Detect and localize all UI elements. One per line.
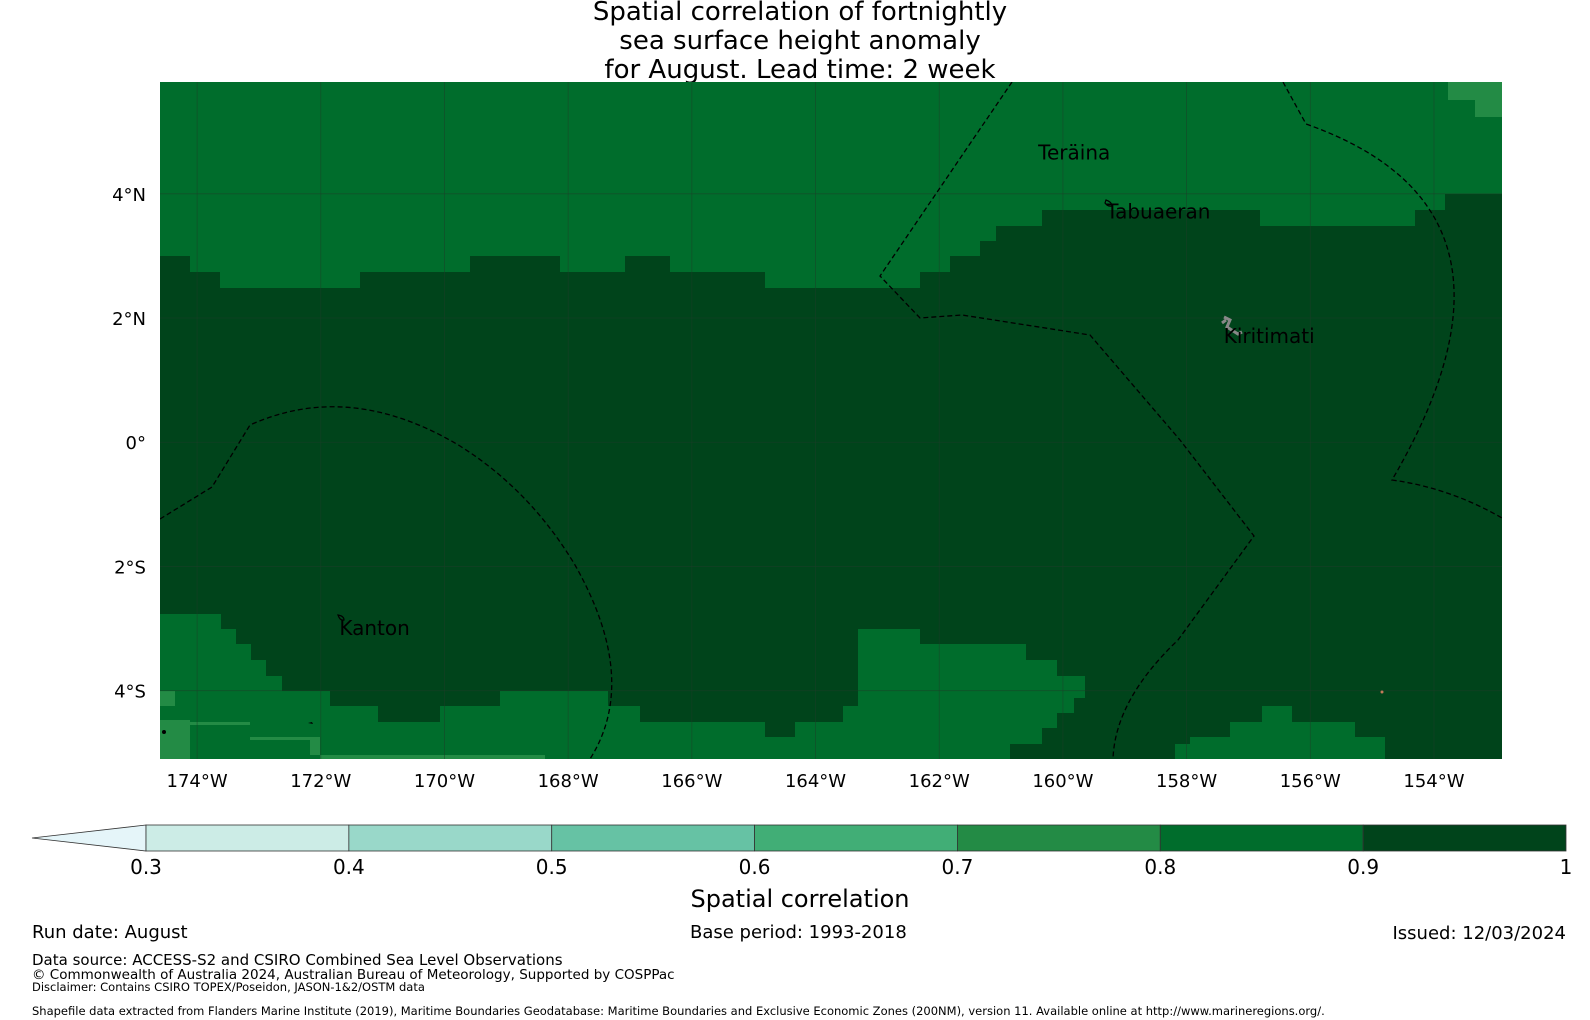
colorbar [31, 824, 1567, 852]
map-plot-area: Teräina Tabuaeran Kiritimati Kanton [160, 82, 1502, 759]
lon-tick-label: 154°W [1403, 771, 1464, 792]
title-line-2: sea surface height anomaly [619, 26, 981, 56]
title-line-1: Spatial correlation of fortnightly [592, 0, 1008, 27]
colorbar-tick-label: 1 [1559, 855, 1573, 879]
place-labels: Teräina Tabuaeran Kiritimati Kanton [339, 141, 1314, 640]
chart-title: Spatial correlation of fortnightly sea s… [480, 0, 1120, 85]
island-tabuaeran-shape [1104, 199, 1113, 207]
island-kanton-shape [337, 614, 345, 621]
eez-boundary-line-3 [160, 406, 613, 759]
colorbar-tick-label: 0.5 [535, 855, 568, 879]
region-corr-0.8-0.9-southeast [1175, 706, 1385, 759]
base-period: Base period: 1993-2018 [690, 922, 907, 943]
colorbar-tick-label: 0.7 [941, 855, 974, 879]
disclaimer: Disclaimer: Contains CSIRO TOPEX/Poseido… [32, 980, 425, 994]
lat-tick-label: 4°S [114, 682, 146, 703]
colorbar-segment [957, 824, 1161, 852]
lon-tick-label: 174°W [167, 771, 228, 792]
colorbar-tick-label: 0.6 [738, 855, 771, 879]
lat-tick-label: 2°N [112, 309, 146, 330]
colorbar-segment [145, 824, 350, 852]
lon-tick-label: 162°W [909, 771, 970, 792]
lat-tick-label: 2°S [114, 557, 146, 578]
island-small-1 [308, 722, 313, 724]
lon-tick-label: 172°W [290, 771, 351, 792]
lon-tick-label: 168°W [538, 771, 599, 792]
place-label: Kiritimati [1224, 324, 1315, 348]
lon-tick-label: 156°W [1280, 771, 1341, 792]
colorbar-segment [1159, 824, 1364, 852]
graticule [160, 82, 1502, 759]
region-corr-0.7-0.8-southwest [160, 691, 545, 759]
colorbar-title: Spatial correlation [690, 885, 910, 913]
colorbar-tick-label: 0.8 [1144, 855, 1177, 879]
place-label: Tabuaeran [1105, 200, 1210, 224]
lon-tick-label: 166°W [661, 771, 722, 792]
region-corr-0.9-1.0 [160, 194, 1502, 759]
colorbar-tick-label: 0.3 [130, 855, 162, 879]
lon-tick-label: 164°W [785, 771, 846, 792]
island-small-3 [162, 730, 166, 734]
region-corr-0.7-0.8-northeast [1448, 82, 1502, 117]
data-source: Data source: ACCESS-S2 and CSIRO Combine… [32, 951, 563, 969]
run-date: Run date: August [32, 922, 188, 943]
region-corr-0.7-0.8-southwest-edge [160, 720, 190, 759]
place-label: Kanton [339, 616, 409, 640]
title-line-3: for August. Lead time: 2 week [604, 55, 996, 85]
island-small-2 [1380, 690, 1384, 694]
copyright: © Commonwealth of Australia 2024, Austra… [32, 967, 675, 983]
lon-tick-label: 158°W [1156, 771, 1217, 792]
place-label: Teräina [1037, 141, 1110, 165]
shapefile-credit: Shapefile data extracted from Flanders M… [32, 1004, 1325, 1018]
colorbar-tick-label: 0.4 [332, 855, 365, 879]
island-kiritimati-shape [1221, 315, 1243, 336]
lat-tick-label: 0° [126, 433, 146, 454]
latitude-tick-labels: 4°N 2°N 0° 2°S 4°S [112, 185, 146, 703]
colorbar-segment [754, 824, 958, 852]
colorbar-extend-arrow [31, 824, 147, 852]
colorbar-tick-label: 0.9 [1347, 855, 1380, 879]
lat-tick-label: 4°N [112, 185, 146, 206]
issued-date: Issued: 12/03/2024 [1392, 923, 1566, 944]
lon-tick-label: 170°W [414, 771, 475, 792]
longitude-tick-labels: 174°W 172°W 170°W 168°W 166°W 164°W 162°W 160°W… [167, 771, 1465, 792]
lon-tick-label: 160°W [1032, 771, 1093, 792]
colorbar-segment [348, 824, 553, 852]
colorbar-segment [551, 824, 755, 852]
colorbar-segment [1362, 824, 1567, 852]
eez-boundary-line-2 [1282, 82, 1502, 519]
